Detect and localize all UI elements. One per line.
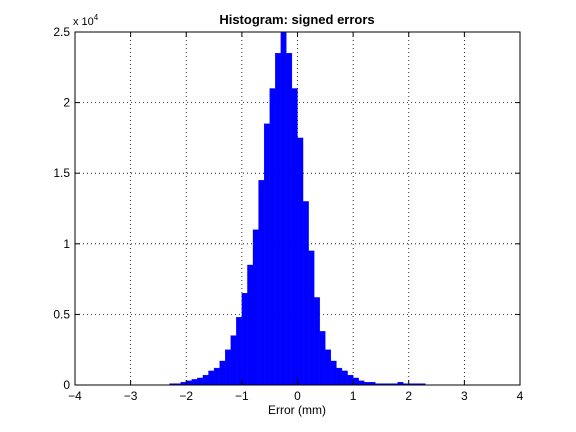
histogram-bar [275,53,281,386]
chart-title: Histogram: signed errors [219,12,374,27]
histogram-bar [319,331,326,386]
y-exponent-label: x 104 [73,13,99,28]
histogram-bar [252,229,259,386]
x-tick-label: 3 [461,389,468,403]
histogram-bar [308,250,315,386]
histogram-bar [325,349,332,386]
histogram-bar [202,374,209,386]
x-tick-label: −2 [179,389,193,403]
histogram-bar [241,293,248,386]
axes-frame [74,31,521,386]
histogram-bar [302,201,309,386]
histogram-bar [352,377,359,386]
x-tick-labels: −4 −3 −2 −1 0 1 2 3 4 [68,389,524,403]
y-tick-labels: 0 0.5 1 1.5 2 2.5 [53,25,70,392]
x-axis-label: Error (mm) [268,403,326,417]
histogram-bar [225,349,231,386]
histogram-bar [263,123,270,386]
histogram-bar [197,377,204,386]
histogram-bar [236,317,243,386]
histogram-bar [291,88,298,386]
histogram-bar [219,360,226,386]
histogram-bar [258,180,265,386]
histogram-bar [230,335,237,386]
histogram-bar [347,374,354,386]
histogram-bar [269,88,276,386]
y-tick-label: 2.5 [53,25,70,39]
histogram-bar [213,367,220,386]
histogram-bar [330,360,337,386]
histogram-bar [314,297,320,386]
x-tick-label: −1 [235,389,249,403]
x-tick-label: −4 [68,389,82,403]
x-tick-label: −3 [124,389,138,403]
histogram-bars [169,31,426,386]
histogram-bar [247,264,254,386]
histogram-bar [341,370,348,386]
histogram-bar [186,380,192,386]
x-tick-label: 2 [405,389,412,403]
histogram-bar [191,379,198,386]
y-tick-label: 0 [63,378,70,392]
x-tick-label: 4 [517,389,524,403]
y-exponent-power: 4 [94,13,99,22]
x-tick-label: 0 [294,389,301,403]
histogram-bar [297,137,304,386]
histogram-bar [208,370,215,386]
histogram-bar [358,380,365,386]
y-tick-label: 0.5 [53,307,70,321]
histogram-bar [286,53,293,386]
y-tick-label: 1.5 [53,166,70,180]
y-tick-label: 2 [63,96,70,110]
y-tick-label: 1 [63,237,70,251]
histogram-bar [280,31,287,386]
x-tick-label: 1 [350,389,357,403]
histogram-bar [336,367,343,386]
y-exponent-base: x 10 [73,16,94,28]
